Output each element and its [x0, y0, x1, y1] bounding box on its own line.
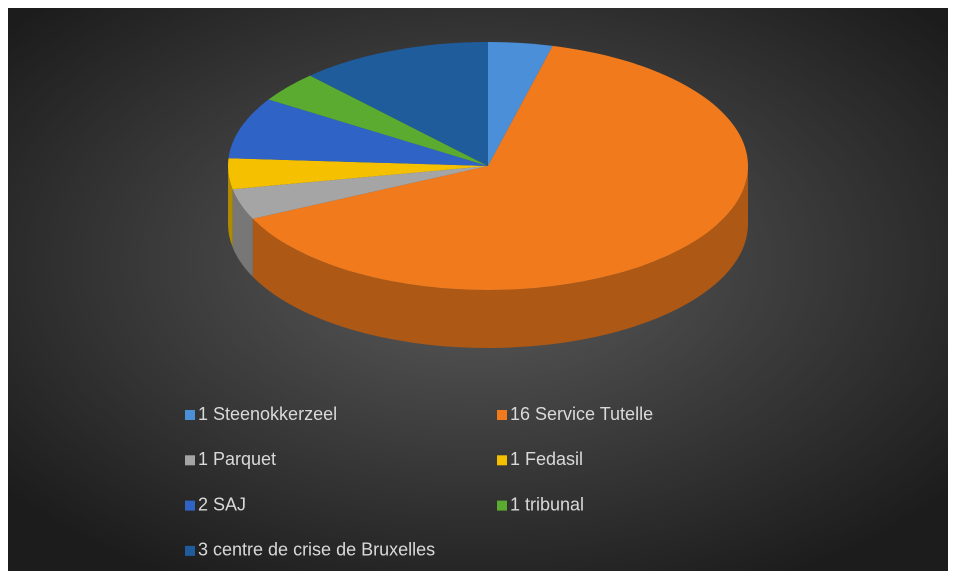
legend-swatch: [185, 455, 195, 466]
legend-label: 16 Service Tutelle: [510, 404, 653, 424]
legend-label: 1 Parquet: [198, 449, 276, 469]
legend-swatch: [497, 500, 507, 511]
legend-swatch: [185, 410, 195, 420]
legend-label: 1 tribunal: [510, 494, 584, 514]
pie: [227, 42, 748, 348]
pie-slice: [228, 99, 488, 166]
pie-slice: [310, 42, 488, 166]
pie-side: [232, 189, 253, 277]
legend-label: 1 Fedasil: [510, 449, 583, 469]
pie-slice: [232, 166, 488, 219]
pie-side: [252, 166, 748, 348]
legend: 1 Steenokkerzeel 16 Service Tutelle 1 Parq…: [185, 404, 653, 560]
legend-label: 3 centre de crise de Bruxelles: [198, 540, 435, 560]
pie-slice: [268, 75, 488, 166]
legend-swatch: [497, 410, 507, 420]
legend-swatch: [185, 500, 195, 511]
legend-swatch: [185, 545, 195, 556]
pie-slice: [488, 42, 553, 166]
legend-swatch: [497, 455, 507, 466]
legend-label: 2 SAJ: [198, 494, 246, 514]
legend-label: 1 Steenokkerzeel: [198, 404, 337, 424]
pie-slice: [227, 158, 488, 190]
pie-slice: [252, 45, 748, 291]
pie-side: [228, 166, 233, 248]
